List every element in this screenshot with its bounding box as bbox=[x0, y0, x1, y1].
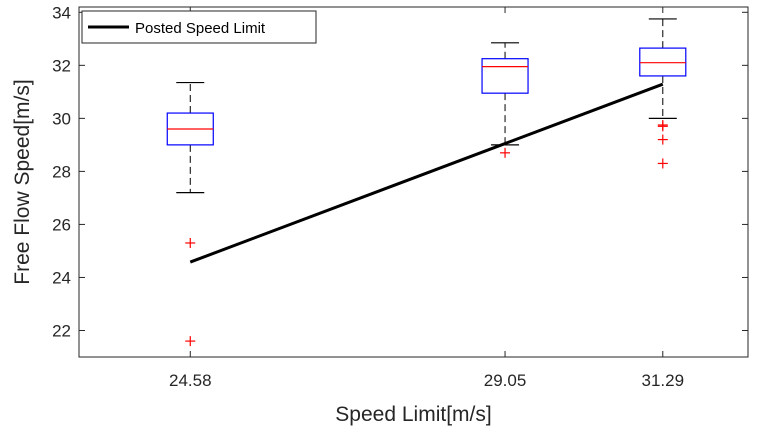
y-axis-label: Free Flow Speed[m/s] bbox=[11, 79, 34, 284]
x-tick-label: 31.29 bbox=[642, 371, 685, 390]
iqr-box bbox=[481, 58, 529, 94]
y-tick-label: 30 bbox=[52, 109, 71, 128]
y-tick-label: 22 bbox=[52, 321, 71, 340]
iqr-box bbox=[639, 47, 687, 77]
outlier-marker bbox=[657, 158, 668, 169]
y-tick-label: 26 bbox=[52, 215, 71, 234]
box-group bbox=[639, 18, 687, 169]
x-tick-label: 24.58 bbox=[169, 371, 212, 390]
outlier-marker bbox=[185, 237, 196, 248]
box-group bbox=[166, 81, 214, 347]
y-tick-label: 24 bbox=[52, 268, 71, 287]
outlier-marker bbox=[657, 134, 668, 145]
axes-layer: 22 24 26 28 30 32 34 24.58 29.05 31.29 bbox=[52, 3, 748, 390]
y-tick-label: 34 bbox=[52, 3, 71, 22]
y-tick-label: 32 bbox=[52, 56, 71, 75]
outlier-marker bbox=[500, 147, 511, 158]
series-line-posted-speed-limit bbox=[189, 82, 664, 264]
plot-area bbox=[78, 6, 749, 358]
line-layer bbox=[189, 82, 664, 264]
y-tick-label: 28 bbox=[52, 162, 71, 181]
x-axis-label: Speed Limit[m/s] bbox=[335, 403, 491, 426]
legend-entry-posted-speed-limit: Posted Speed Limit bbox=[135, 20, 266, 37]
x-tick-label: 29.05 bbox=[484, 371, 527, 390]
outlier-marker bbox=[185, 336, 196, 347]
outlier-marker bbox=[657, 121, 668, 132]
legend: Posted Speed Limit bbox=[81, 10, 317, 44]
